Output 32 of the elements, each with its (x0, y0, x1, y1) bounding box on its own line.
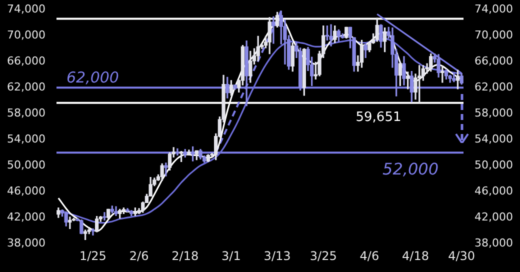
y2-tick-label: 42,000 (474, 210, 514, 224)
ref-line-label: 52,000 (382, 160, 439, 179)
y-tick-label: 42,000 (6, 210, 46, 224)
ref-line-label: 59,651 (356, 110, 402, 125)
x-tick-label: 4/18 (402, 248, 429, 263)
y-tick-label: 50,000 (6, 158, 46, 172)
y-tick-label: 46,000 (6, 184, 46, 198)
y-tick-label: 62,000 (6, 80, 46, 94)
y2-tick-label: 54,000 (474, 132, 514, 146)
y-tick-label: 38,000 (6, 236, 46, 250)
x-tick-label: 1/25 (79, 248, 106, 263)
x-tick-label: 3/25 (310, 248, 337, 263)
y-tick-label: 54,000 (6, 132, 46, 146)
y2-tick-label: 66,000 (474, 54, 514, 68)
y2-tick-label: 58,000 (474, 106, 514, 120)
y2-tick-label: 50,000 (474, 158, 514, 172)
ref-line-label: 62,000 (66, 68, 119, 87)
y-tick-label: 66,000 (6, 54, 46, 68)
x-tick-label: 4/30 (448, 248, 476, 263)
y2-tick-label: 62,000 (474, 80, 514, 94)
y2-tick-label: 74,000 (474, 2, 514, 16)
y-tick-label: 58,000 (6, 106, 46, 120)
x-tick-label: 2/6 (129, 248, 149, 263)
x-tick-label: 3/13 (264, 248, 291, 263)
x-tick-label: 4/6 (360, 248, 380, 263)
y2-tick-label: 38,000 (474, 236, 514, 250)
y-tick-label: 74,000 (6, 2, 46, 16)
y2-tick-label: 70,000 (474, 28, 514, 42)
x-tick-label: 2/18 (172, 248, 199, 263)
x-tick-label: 3/1 (222, 248, 241, 263)
y-tick-label: 70,000 (6, 28, 46, 42)
y2-tick-label: 46,000 (474, 184, 514, 198)
